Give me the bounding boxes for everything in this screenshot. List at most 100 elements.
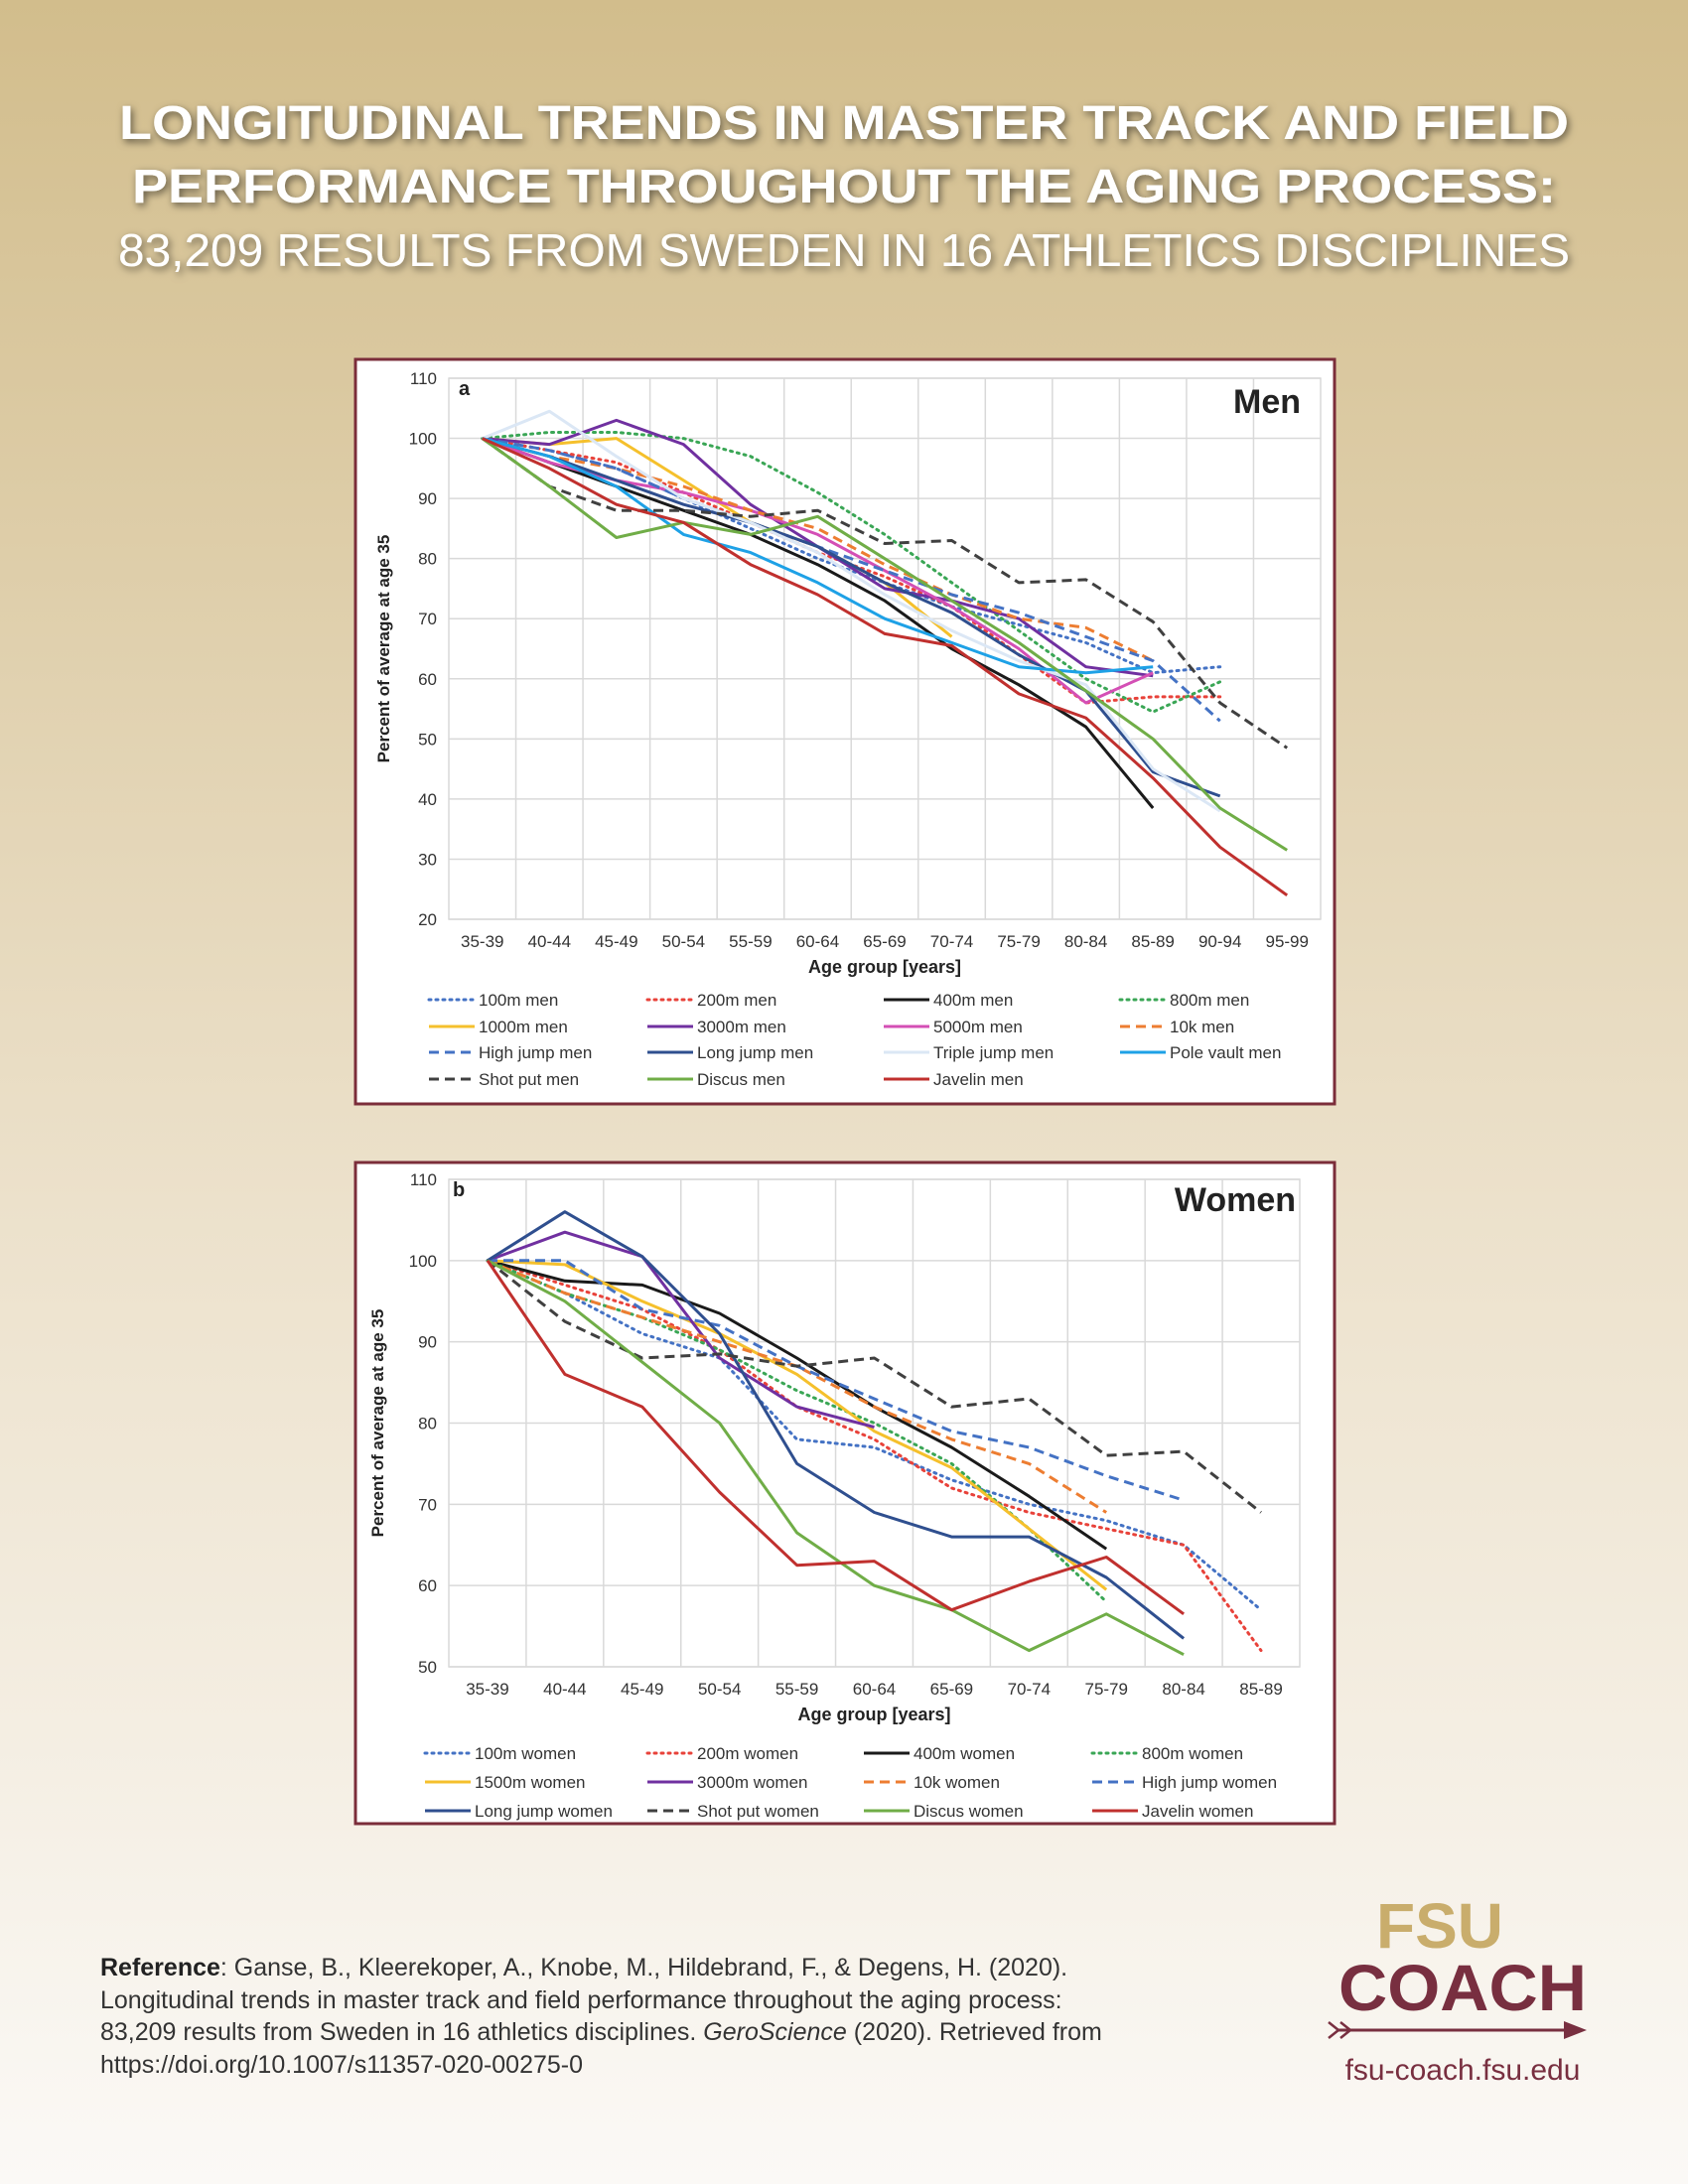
y-tick-label: 80: [418, 550, 437, 569]
legend-label: 400m women: [914, 1744, 1015, 1763]
y-tick-label: 110: [410, 1170, 437, 1189]
legend-label: Discus men: [697, 1070, 785, 1089]
series-line: [482, 437, 1155, 809]
x-tick-label: 65-69: [930, 1680, 973, 1699]
logo-top: FSU: [1376, 1890, 1503, 1962]
legend-label: Triple jump men: [933, 1043, 1054, 1062]
legend-label: 3000m women: [697, 1773, 808, 1792]
series-line: [487, 1259, 1185, 1657]
legend-label: Long jump women: [475, 1802, 613, 1821]
legend-label: 800m women: [1142, 1744, 1243, 1763]
reference-url: https://doi.org/10.1007/s11357-020-00275…: [100, 2050, 584, 2079]
reference-text: Longitudinal trends in master track and …: [100, 1985, 1062, 2014]
y-axis-label: Percent of average at age 35: [374, 535, 393, 763]
legend-label: 100m men: [479, 991, 558, 1010]
x-tick-label: 55-59: [729, 932, 772, 951]
y-tick-label: 50: [418, 1658, 437, 1677]
y-tick-label: 50: [418, 730, 437, 749]
logo: FSU COACH fsu-coach.fsu.edu: [1328, 1890, 1587, 2087]
series-line: [488, 1259, 1185, 1502]
legend-label: 200m women: [697, 1744, 798, 1763]
series-line: [486, 1259, 1263, 1653]
y-tick-label: 40: [418, 790, 437, 809]
y-tick-label: 90: [418, 1333, 437, 1352]
series-line: [481, 437, 1289, 750]
y-tick-label: 30: [418, 850, 437, 869]
x-tick-label: 75-79: [1084, 1680, 1127, 1699]
x-tick-label: 45-49: [621, 1680, 663, 1699]
y-tick-label: 60: [418, 1576, 437, 1595]
legend-label: 5000m men: [933, 1018, 1023, 1036]
legend-label: 3000m men: [697, 1018, 786, 1036]
x-tick-label: 45-49: [595, 932, 637, 951]
legend-label: 1000m men: [479, 1018, 568, 1036]
y-tick-label: 70: [418, 1495, 437, 1514]
x-tick-label: 35-39: [461, 932, 503, 951]
x-tick-label: 85-89: [1131, 932, 1174, 951]
series-line: [481, 437, 1222, 675]
logo-bottom: COACH: [1338, 1951, 1587, 2024]
reference-text: (2020). Retrieved from: [846, 2018, 1102, 2046]
y-tick-label: 70: [418, 610, 437, 628]
x-tick-label: 80-84: [1064, 932, 1107, 951]
subtitle: 83,209 RESULTS FROM SWEDEN IN 16 ATHLETI…: [118, 224, 1570, 276]
legend-label: 800m men: [1170, 991, 1249, 1010]
series-line: [482, 437, 1221, 723]
legend-label: Long jump men: [697, 1043, 813, 1062]
series-line: [481, 437, 1288, 852]
y-tick-label: 90: [418, 489, 437, 508]
reference-journal: GeroScience: [703, 2018, 847, 2046]
series-line: [486, 1259, 1263, 1612]
plot-area: [448, 377, 1322, 920]
title-line: LONGITUDINAL TRENDS IN MASTER TRACK AND …: [119, 97, 1569, 150]
reference-text: 83,209 results from Sweden in 16 athleti…: [100, 2018, 704, 2046]
legend-label: 400m men: [933, 991, 1013, 1010]
y-tick-label: 100: [409, 430, 437, 449]
title-line: PERFORMANCE THROUGHOUT THE AGING PROCESS…: [132, 161, 1556, 213]
logo-arrowhead: [1564, 2021, 1587, 2039]
legend-label: 200m men: [697, 991, 776, 1010]
legend-label: High jump men: [479, 1043, 592, 1062]
series-line: [486, 1259, 1185, 1616]
logo-fletching: [1328, 2021, 1351, 2039]
x-tick-label: 50-54: [698, 1680, 741, 1699]
x-tick-label: 40-44: [528, 932, 571, 951]
y-tick-label: 20: [418, 910, 437, 929]
series-line: [487, 1259, 1108, 1551]
x-tick-label: 60-64: [853, 1680, 896, 1699]
legend-label: 1500m women: [475, 1773, 586, 1792]
series-line: [487, 1230, 875, 1430]
x-tick-label: 85-89: [1239, 1680, 1282, 1699]
reference: Reference: Ganse, B., Kleerekoper, A., K…: [100, 1952, 1102, 2081]
legend-label: 10k men: [1170, 1018, 1234, 1036]
x-axis-label: Age group [years]: [797, 1705, 950, 1724]
x-tick-label: 50-54: [662, 932, 705, 951]
logo-url: fsu-coach.fsu.edu: [1345, 2054, 1581, 2087]
x-tick-label: 90-94: [1198, 932, 1241, 951]
x-tick-label: 55-59: [775, 1680, 818, 1699]
y-tick-label: 80: [418, 1415, 437, 1433]
legend-label: Javelin women: [1142, 1802, 1253, 1821]
x-tick-label: 95-99: [1265, 932, 1308, 951]
legend-label: 100m women: [475, 1744, 576, 1763]
x-tick-label: 65-69: [863, 932, 906, 951]
y-tick-label: 100: [409, 1252, 437, 1271]
series-line: [487, 1210, 1186, 1640]
legend-label: High jump women: [1142, 1773, 1277, 1792]
panel-letter: b: [453, 1179, 465, 1201]
legend-label: Discus women: [914, 1802, 1024, 1821]
legend-label: Javelin men: [933, 1070, 1024, 1089]
legend-label: Shot put women: [697, 1802, 819, 1821]
x-tick-label: 75-79: [997, 932, 1040, 951]
reference-text: : Ganse, B., Kleerekoper, A., Knobe, M.,…: [219, 1954, 1068, 1981]
y-tick-label: 60: [418, 670, 437, 689]
series-line: [486, 1259, 1108, 1603]
chart-title: Women: [1175, 1181, 1296, 1219]
series-line: [487, 1259, 1262, 1514]
legend-label: 10k women: [914, 1773, 1000, 1792]
y-tick-label: 110: [410, 369, 437, 388]
x-tick-label: 40-44: [543, 1680, 586, 1699]
x-tick-label: 70-74: [930, 932, 973, 951]
y-axis-label: Percent of average at age 35: [368, 1309, 387, 1538]
